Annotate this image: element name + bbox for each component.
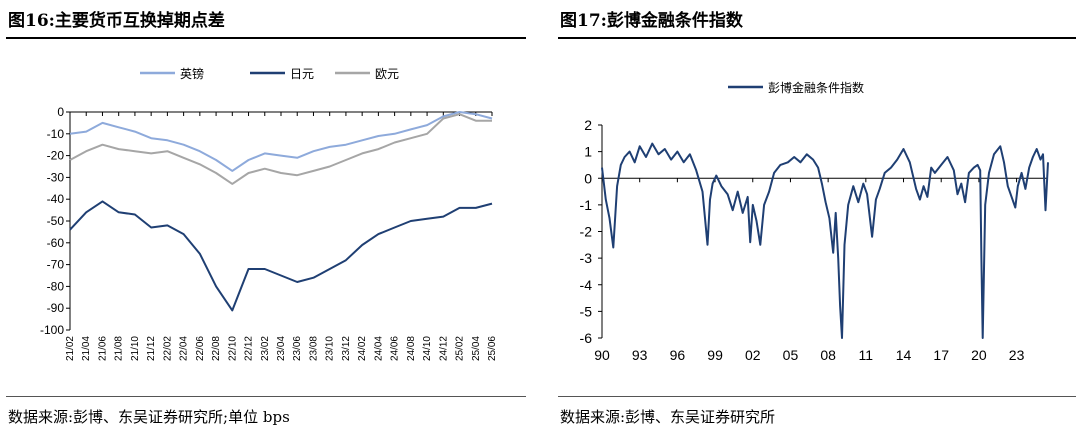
x-tick-label: 22/06 [195,336,206,361]
x-tick-label: 21/10 [130,336,141,361]
y-tick-label: -2 [580,224,593,240]
fx-swap-spread-chart: 英镑 日元 欧元0-10-20-30-40-50-60-70-80-90-10021… [40,66,498,361]
financial-conditions-chart: 彭博金融条件指数 2 1 0 -1 -2 -3 -4 -5 -690 93 96 99 02 05 08 11 1… [580,80,1049,363]
panel-financial-conditions: 图17:彭博金融条件指数 彭博金融条件指数 2 1 0 -1 -2 -3 -4 -5 -6 90 93… [552,0,1080,440]
series-line-1 [69,200,493,312]
y-tick-label: -1 [580,197,593,213]
series-line-2 [69,113,492,185]
y-tick-label: 1 [584,144,592,160]
x-tick-label: 21/06 [97,336,108,361]
x-tick-label: 24/12 [438,336,449,361]
title-rule [558,37,1076,39]
y-tick-label: -60 [47,236,65,250]
x-tick-label: 08 [820,347,836,363]
y-tick-label: -10 [47,127,65,141]
x-tick-label: 11 [859,347,874,363]
figure-17-source: 数据来源:彭博、东吴证券研究所 [560,408,776,426]
x-tick-label: 25/02 [455,336,466,361]
title-rule [6,37,526,39]
x-tick-label: 24/06 [390,336,401,361]
figure-16-title: 图16:主要货币互换掉期点差 [8,11,225,31]
y-tick-label: -5 [580,303,593,319]
y-tick-label: 2 [584,117,592,133]
x-tick-label: 23/04 [276,336,287,361]
x-tick-label: 23/08 [308,336,319,361]
x-tick-label: 21/12 [146,336,157,361]
x-tick-label: 20 [971,347,987,363]
y-tick-label: 0 [57,105,64,119]
legend-item: 彭博金融条件指数 [728,80,864,95]
x-tick-label: 21/02 [65,336,76,361]
y-tick-label: -100 [40,323,64,337]
x-tick-label: 22/08 [211,336,222,361]
x-tick-label: 21/04 [81,336,92,361]
legend-item: 欧元 [335,67,399,81]
x-tick-label: 23 [1009,347,1025,363]
x-tick-label: 22/02 [162,336,173,361]
x-tick-label: 23/02 [260,336,271,361]
x-tick-label: 17 [933,347,949,363]
series-line-fci [601,142,1049,339]
x-tick-label: 93 [632,347,648,363]
y-tick-label: 0 [584,170,592,186]
x-tick-label: 96 [670,347,686,363]
x-tick-label: 22/12 [244,336,255,361]
y-tick-label: -20 [47,149,65,163]
legend-item: 日元 [250,67,314,81]
y-tick-label: -30 [47,170,65,184]
figure-17-title: 图17:彭博金融条件指数 [560,11,743,31]
figure-16-source: 数据来源:彭博、东吴证券研究所;单位 bps [8,408,290,426]
x-tick-label: 25/04 [471,336,482,361]
y-tick-label: -40 [47,192,65,206]
x-tick-label: 23/12 [341,336,352,361]
x-tick-label: 21/08 [114,336,125,361]
x-tick-label: 05 [783,347,799,363]
x-tick-label: 22/10 [227,336,238,361]
x-tick-label: 02 [745,347,761,363]
x-tick-label: 14 [896,347,912,363]
x-tick-label: 25/06 [487,336,498,361]
y-tick-label: -80 [47,279,65,293]
legend-label: 日元 [290,67,314,81]
y-tick-label: -70 [47,258,65,272]
x-tick-label: 24/08 [406,336,417,361]
source-rule [6,396,526,397]
series-line-0 [69,111,493,172]
legend-label: 欧元 [375,67,399,81]
x-tick-label: 22/04 [179,336,190,361]
y-tick-label: -6 [580,330,593,346]
x-tick-label: 99 [707,347,723,363]
x-tick-label: 90 [594,347,610,363]
x-tick-label: 24/04 [373,336,384,361]
y-tick-label: -90 [47,301,65,315]
y-tick-label: -3 [580,250,593,266]
x-tick-label: 24/10 [422,336,433,361]
x-tick-label: 24/02 [357,336,368,361]
source-rule [558,396,1076,397]
y-tick-label: -4 [580,277,593,293]
legend-label: 彭博金融条件指数 [768,80,864,95]
legend-item: 英镑 [140,66,204,81]
y-tick-label: -50 [47,214,65,228]
legend-label: 英镑 [180,66,204,81]
panel-fx-swap-spreads: 图16:主要货币互换掉期点差 英镑 日元 欧元 0 -10 -20 -30 -40 -50 -60… [0,0,530,440]
x-tick-label: 23/10 [325,336,336,361]
x-tick-label: 23/06 [292,336,303,361]
